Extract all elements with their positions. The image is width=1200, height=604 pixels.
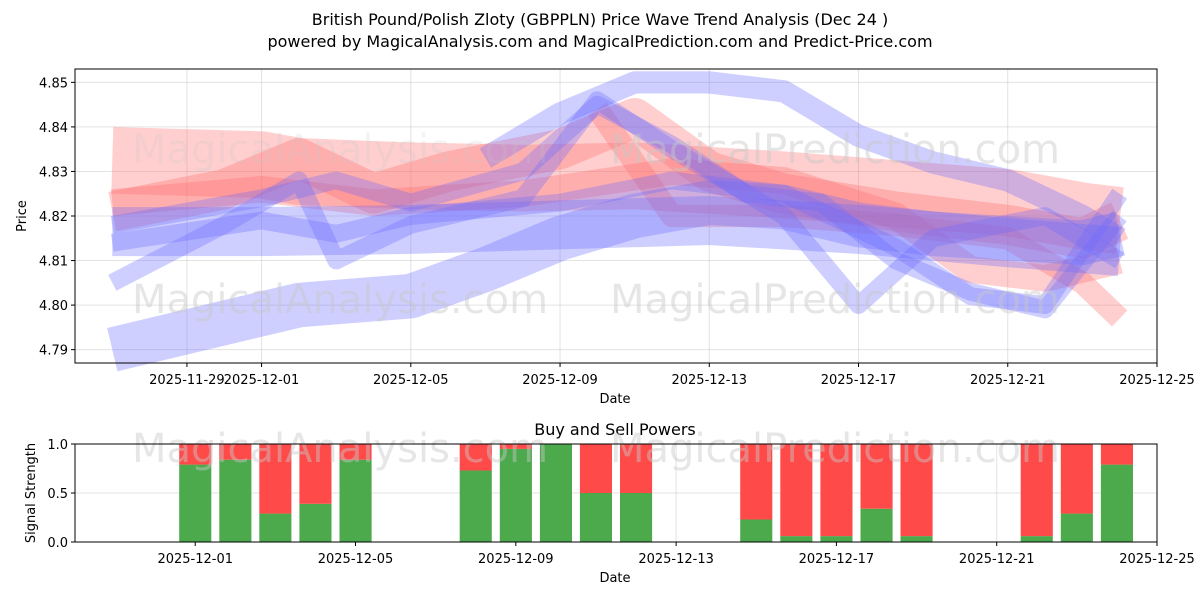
price-xtick-label: 2025-12-01 xyxy=(224,373,300,388)
sell-power-bar xyxy=(860,444,893,509)
buy-power-bar xyxy=(780,536,813,542)
price-xtick-label: 2025-12-05 xyxy=(373,373,449,388)
signal-xtick-label: 2025-12-17 xyxy=(799,552,875,567)
buy-power-bar xyxy=(900,536,933,542)
signal-xtick-label: 2025-12-05 xyxy=(318,552,394,567)
sell-power-bar xyxy=(459,444,492,471)
buy-power-bar xyxy=(259,513,292,542)
sell-power-bar xyxy=(740,444,773,520)
sell-power-bar xyxy=(339,444,372,460)
price-xtick-label: 2025-12-13 xyxy=(671,373,747,388)
red-band-2 xyxy=(108,97,1129,259)
price-ytick-label: 4.84 xyxy=(39,121,68,136)
price-ytick-label: 4.83 xyxy=(39,165,68,180)
watermark-text: MagicalPrediction.com xyxy=(610,426,1060,472)
signal-xtick-label: 2025-12-25 xyxy=(1119,552,1195,567)
chart-title: British Pound/Polish Zloty (GBPPLN) Pric… xyxy=(312,10,888,29)
sell-power-bar xyxy=(499,444,532,449)
blue-band-6 xyxy=(110,171,1128,315)
buy-power-bar xyxy=(620,493,653,542)
sell-power-bar xyxy=(259,444,292,514)
sell-power-bar xyxy=(1060,444,1093,514)
chart-subtitle: powered by MagicalAnalysis.com and Magic… xyxy=(267,32,932,51)
signal-xtick-label: 2025-12-13 xyxy=(638,552,714,567)
signal-axes: 0.0 0.5 1.0 2025-12-01 2025-12-05 2025-12-09 2… xyxy=(47,438,1194,567)
sell-power-bar xyxy=(780,444,813,537)
red-band-4 xyxy=(588,102,1128,327)
price-wave-bands xyxy=(107,71,1129,372)
sell-power-bar xyxy=(1100,444,1133,465)
blue-band-3 xyxy=(110,95,1127,319)
blue-band-2 xyxy=(107,180,1125,372)
signal-ytick-label: 1.0 xyxy=(47,438,68,453)
watermark-text: MagicalAnalysis.com xyxy=(132,127,548,173)
price-ylabel: Price xyxy=(15,200,30,232)
buy-power-bar xyxy=(219,459,252,542)
watermark-text: MagicalPrediction.com xyxy=(610,277,1060,323)
price-ytick-label: 4.79 xyxy=(39,344,68,359)
signal-bars xyxy=(179,444,1133,542)
price-xlabel: Date xyxy=(599,392,630,407)
buy-power-bar xyxy=(459,470,492,542)
sell-power-bar xyxy=(820,444,853,537)
sell-power-bar xyxy=(1020,444,1053,537)
signal-xlabel: Date xyxy=(599,571,630,586)
signal-ytick-label: 0.0 xyxy=(47,536,68,551)
sell-power-bar xyxy=(579,444,612,493)
price-xtick-label: 2025-12-09 xyxy=(522,373,598,388)
buy-power-bar xyxy=(740,519,773,542)
blue-band-4 xyxy=(479,71,1126,248)
price-ytick-label: 4.81 xyxy=(39,255,68,270)
watermark-text: MagicalPrediction.com xyxy=(610,127,1060,173)
watermark-text: MagicalAnalysis.com xyxy=(132,277,548,323)
signal-chart-title: Buy and Sell Powers xyxy=(534,420,696,439)
price-ytick-label: 4.85 xyxy=(39,76,68,91)
sell-power-bar xyxy=(179,444,212,465)
price-grid xyxy=(75,69,1158,363)
signal-ytick-label: 0.5 xyxy=(47,487,68,502)
signal-xtick-label: 2025-12-09 xyxy=(478,552,554,567)
price-watermarks: MagicalAnalysis.com MagicalPrediction.co… xyxy=(132,127,1060,323)
buy-power-bar xyxy=(339,459,372,542)
signal-watermarks: MagicalAnalysis.com MagicalPrediction.co… xyxy=(132,426,1060,472)
signal-ylabel: Signal Strength xyxy=(24,443,39,543)
buy-power-bar xyxy=(1100,464,1133,542)
buy-power-bar xyxy=(179,464,212,542)
signal-xtick-label: 2025-12-21 xyxy=(959,552,1035,567)
price-xtick-label: 2025-12-21 xyxy=(970,373,1046,388)
buy-power-bar xyxy=(499,448,532,542)
buy-power-bar xyxy=(820,536,853,542)
price-ytick-label: 4.80 xyxy=(39,299,68,314)
watermark-text: MagicalAnalysis.com xyxy=(132,426,548,472)
red-band-3 xyxy=(111,158,1123,292)
blue-band-1 xyxy=(112,196,1122,277)
price-xtick-label: 2025-12-25 xyxy=(1119,373,1195,388)
buy-power-bar xyxy=(299,503,332,542)
buy-power-bar xyxy=(1060,513,1093,542)
price-xtick-label: 2025-12-17 xyxy=(821,373,897,388)
signal-xtick-label: 2025-12-01 xyxy=(157,552,233,567)
sell-power-bar xyxy=(219,444,252,460)
price-ytick-label: 4.82 xyxy=(39,210,68,225)
buy-power-bar xyxy=(860,508,893,542)
price-xtick-label: 2025-11-29 xyxy=(149,373,225,388)
buy-power-bar xyxy=(539,444,572,542)
buy-power-bar xyxy=(1020,536,1053,542)
sell-power-bar xyxy=(900,444,933,537)
sell-power-bar xyxy=(299,444,332,504)
blue-band-5 xyxy=(108,91,1125,315)
sell-power-bar xyxy=(620,444,653,493)
buy-power-bar xyxy=(579,493,612,542)
red-band-1 xyxy=(111,126,1124,254)
